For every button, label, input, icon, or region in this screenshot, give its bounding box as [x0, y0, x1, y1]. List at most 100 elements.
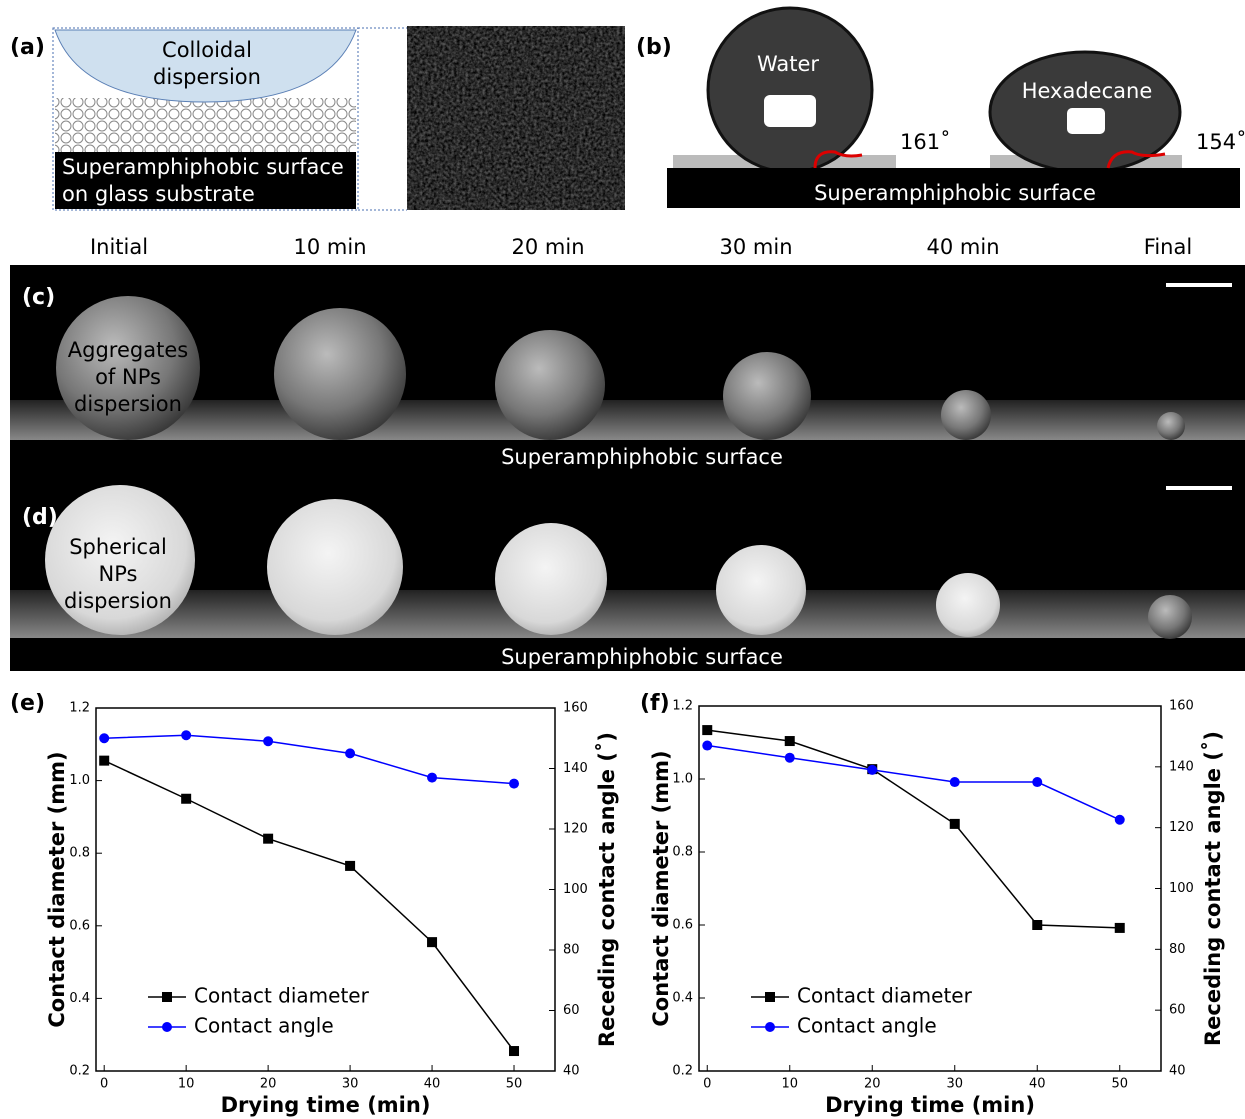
droplet — [274, 308, 406, 440]
y2-tick-label: 100 — [563, 882, 588, 897]
drop-text: of NPs — [95, 365, 161, 389]
y-axis-label: Contact diameter (mm) — [45, 751, 69, 1027]
panel-label: (a) — [10, 35, 45, 60]
x-axis-label: Drying time (min) — [825, 1093, 1035, 1117]
series-line — [707, 746, 1120, 820]
point — [1115, 923, 1125, 933]
y-tick-label: 0.6 — [69, 918, 90, 933]
y2-tick-label: 80 — [1169, 942, 1186, 957]
y2-tick-label: 120 — [1169, 820, 1194, 835]
point — [950, 777, 960, 787]
point — [427, 937, 437, 947]
floor — [10, 590, 1245, 638]
floor — [10, 400, 1245, 440]
sem-texture — [407, 26, 625, 210]
drop-name: Water — [757, 52, 819, 76]
droplet — [1157, 412, 1185, 440]
y2-tick-label: 40 — [1169, 1064, 1186, 1079]
point — [181, 730, 191, 740]
angle-text: 161˚ — [900, 130, 951, 154]
point — [345, 748, 355, 758]
x-tick-label: 50 — [1111, 1077, 1128, 1092]
x-tick-label: 30 — [946, 1077, 963, 1092]
point — [263, 736, 273, 746]
droplet — [936, 573, 1000, 637]
y-tick-label: 0.8 — [69, 846, 90, 861]
particles — [55, 98, 356, 154]
time-label: 40 min — [927, 235, 1000, 259]
panel-label: (d) — [22, 505, 58, 530]
y2-axis-label: Receding contact angle (˚) — [1201, 731, 1225, 1046]
y2-tick-label: 160 — [1169, 699, 1194, 714]
droplet — [716, 545, 806, 635]
y2-tick-label: 60 — [1169, 1003, 1186, 1018]
droplet — [1148, 595, 1192, 639]
point — [1032, 777, 1042, 787]
legend-label: Contact diameter — [194, 984, 370, 1008]
y2-axis-label: Receding contact angle (˚) — [595, 732, 619, 1047]
bowl-text: Colloidal — [162, 38, 252, 62]
point — [785, 736, 795, 746]
time-label: 20 min — [512, 235, 585, 259]
surface-text: Superamphiphobic surface — [62, 155, 344, 179]
x-tick-label: 50 — [506, 1077, 523, 1092]
y-tick-label: 1.0 — [69, 773, 90, 788]
y-tick-label: 1.2 — [672, 699, 693, 714]
point — [99, 733, 109, 743]
point — [345, 861, 355, 871]
surface-text: on glass substrate — [62, 182, 255, 206]
x-tick-label: 0 — [100, 1077, 108, 1092]
series-line — [104, 735, 514, 783]
series-line — [707, 730, 1120, 928]
surface-text: Superamphiphobic surface — [501, 445, 783, 469]
x-tick-label: 40 — [1029, 1077, 1046, 1092]
y-tick-label: 0.2 — [672, 1064, 693, 1079]
legend-label: Contact diameter — [797, 984, 973, 1008]
bowl-text: dispersion — [153, 65, 261, 89]
point — [1032, 920, 1042, 930]
x-tick-label: 10 — [781, 1077, 798, 1092]
y-axis-label: Contact diameter (mm) — [649, 750, 673, 1026]
droplet — [723, 352, 811, 440]
x-tick-label: 20 — [260, 1077, 277, 1092]
point — [509, 779, 519, 789]
x-tick-label: 40 — [424, 1077, 441, 1092]
x-tick-label: 30 — [342, 1077, 359, 1092]
droplet — [267, 499, 403, 635]
droplet — [495, 330, 605, 440]
panel-d-bg — [10, 475, 1245, 671]
point — [427, 773, 437, 783]
panel-label: (f) — [640, 691, 670, 716]
y-tick-label: 0.8 — [672, 845, 693, 860]
y2-tick-label: 140 — [563, 761, 588, 776]
page: (a) Colloidal dispersion Superamphiphobi… — [0, 0, 1245, 1119]
y2-tick-label: 140 — [1169, 759, 1194, 774]
legend-marker — [162, 1022, 172, 1032]
legend-marker — [765, 1022, 775, 1032]
drop-text: dispersion — [74, 392, 182, 416]
droplet — [495, 523, 607, 635]
time-label: 30 min — [720, 235, 793, 259]
surface-text: Superamphiphobic surface — [501, 645, 783, 669]
point — [950, 819, 960, 829]
y2-tick-label: 160 — [563, 701, 588, 716]
panel-label: (b) — [636, 35, 672, 60]
time-label: Initial — [90, 235, 148, 259]
point — [702, 741, 712, 751]
y2-tick-label: 40 — [563, 1064, 580, 1079]
time-label: 10 min — [294, 235, 367, 259]
legend-marker — [765, 992, 775, 1002]
point — [702, 725, 712, 735]
point — [785, 753, 795, 763]
point — [509, 1046, 519, 1056]
drop-text: Aggregates — [68, 338, 188, 362]
y2-tick-label: 60 — [563, 1003, 580, 1018]
y-tick-label: 0.2 — [69, 1064, 90, 1079]
y-tick-label: 0.4 — [672, 991, 693, 1006]
time-label: Final — [1144, 235, 1192, 259]
legend-label: Contact angle — [797, 1014, 937, 1038]
highlight — [764, 95, 816, 127]
x-axis-label: Drying time (min) — [221, 1093, 431, 1117]
drop-text: dispersion — [64, 589, 172, 613]
angle-text: 154˚ — [1196, 130, 1245, 154]
